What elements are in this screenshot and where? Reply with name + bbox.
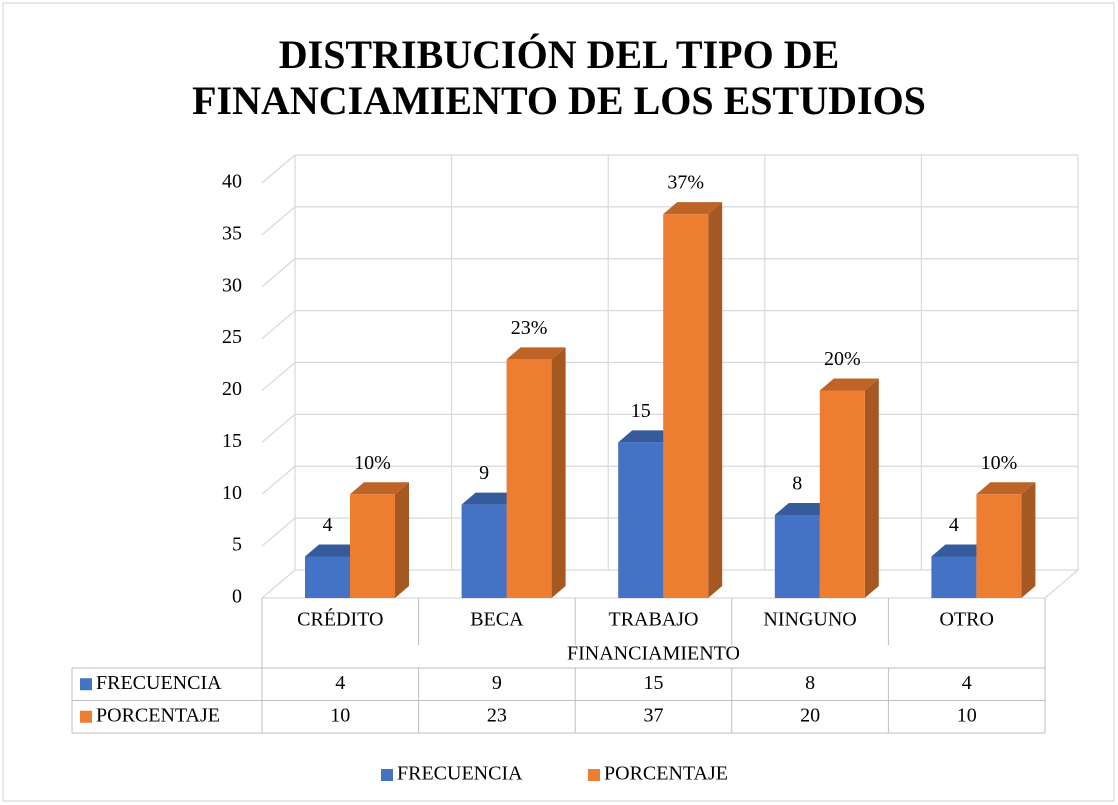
y-tick-label: 10 — [222, 482, 242, 504]
x-axis-title: FINANCIAMIENTO — [567, 643, 740, 665]
table-cell: 37 — [644, 704, 664, 726]
y-tick-label: 15 — [222, 430, 242, 452]
data-label: 4 — [949, 514, 959, 536]
table-row-header: FRECUENCIA — [96, 672, 222, 694]
y-tick-label: 5 — [232, 534, 242, 556]
bar — [819, 390, 865, 598]
grid-line — [261, 258, 296, 288]
bar — [618, 442, 664, 598]
table-cell: 15 — [644, 672, 664, 694]
table-cell: 9 — [492, 672, 502, 694]
grid-line — [261, 154, 296, 184]
bar-top — [931, 544, 991, 557]
bar — [931, 556, 977, 598]
bar — [663, 214, 709, 598]
x-tick-label: OTRO — [939, 609, 993, 631]
bar-top — [976, 482, 1036, 495]
bar-top — [663, 202, 723, 215]
bar-side — [1021, 482, 1036, 598]
bar — [305, 556, 350, 598]
bar-top — [305, 544, 364, 557]
grid-line — [261, 517, 296, 547]
grid-line — [261, 569, 296, 599]
data-label: 9 — [479, 462, 489, 484]
data-label: 23% — [511, 317, 548, 339]
table-legend-key — [80, 710, 92, 723]
table-cell: 4 — [335, 672, 345, 694]
bar — [976, 494, 1022, 598]
table-cell: 4 — [962, 672, 972, 694]
bar-top — [506, 347, 566, 360]
legend-label: FRECUENCIA — [397, 763, 523, 785]
bar-top — [618, 430, 678, 443]
bar-top — [461, 492, 521, 505]
legend-label: PORCENTAJE — [604, 763, 728, 785]
data-label: 15 — [631, 400, 651, 422]
bar-top — [350, 482, 409, 495]
table-row-header: PORCENTAJE — [96, 704, 220, 726]
bar — [461, 504, 507, 598]
table-cell: 10 — [330, 704, 350, 726]
bar-side — [708, 202, 723, 598]
grid-line — [261, 465, 296, 495]
table-cell: 8 — [805, 672, 815, 694]
x-tick-label: TRABAJO — [608, 609, 698, 631]
legend-key — [381, 769, 393, 781]
y-tick-label: 30 — [222, 274, 242, 296]
y-tick-label: 40 — [222, 171, 242, 193]
floor-edge — [1044, 569, 1079, 599]
bar-side — [551, 347, 566, 598]
x-tick-label: BECA — [470, 609, 524, 631]
y-tick-label: 20 — [222, 378, 242, 400]
grid-line — [261, 362, 296, 391]
legend-key — [588, 769, 600, 781]
table-legend-key — [80, 678, 92, 691]
x-tick-label: CRÉDITO — [297, 608, 383, 631]
grid-line — [261, 413, 296, 443]
data-label: 20% — [824, 348, 861, 370]
bar — [506, 359, 552, 598]
y-tick-label: 25 — [222, 326, 242, 348]
bar-top — [774, 503, 834, 515]
bar-top — [819, 378, 879, 391]
data-label: 10% — [981, 452, 1018, 474]
data-label: 8 — [792, 473, 802, 495]
data-label: 37% — [667, 172, 704, 194]
table-cell: 10 — [957, 704, 977, 726]
bar-side — [864, 378, 879, 598]
table-cell: 23 — [487, 704, 507, 726]
data-label: 4 — [323, 514, 333, 536]
chart-title: DISTRIBUCIÓN DEL TIPO DE FINANCIAMIENTO … — [192, 32, 926, 123]
bar — [774, 515, 820, 598]
y-tick-label: 35 — [222, 222, 242, 244]
x-tick-label: NINGUNO — [763, 609, 856, 631]
y-tick-label: 0 — [232, 586, 242, 608]
table-cell: 20 — [800, 704, 820, 726]
data-label: 10% — [354, 452, 391, 474]
grid-line — [261, 310, 296, 340]
grid-line — [261, 206, 296, 236]
bar-side — [395, 482, 409, 598]
bar — [350, 494, 395, 598]
